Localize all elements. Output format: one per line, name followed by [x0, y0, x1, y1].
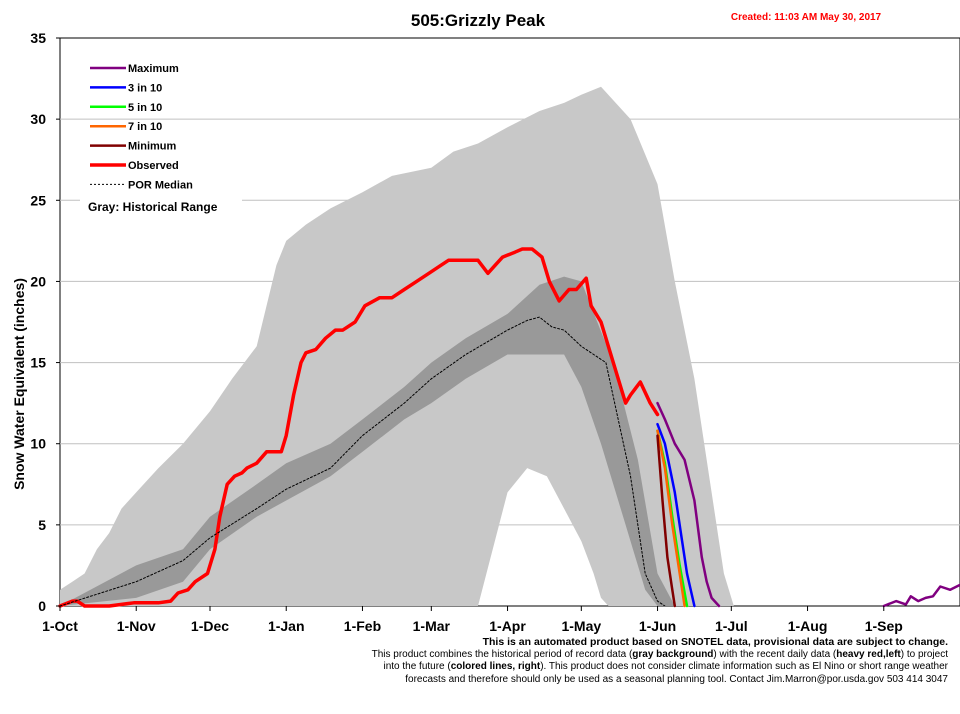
series-line-minimum [656, 434, 677, 608]
y-tick-label: 5 [38, 517, 46, 533]
axes: 0 5 10 15 20 25 30 35 1-Oct 1-Nov 1-Dec 1-Jan 1-Feb 1… [30, 30, 902, 634]
disclaimer-text: ) to project [900, 648, 948, 660]
x-tick-label: 1-Dec [191, 618, 229, 634]
series-line-observed [58, 247, 660, 608]
disclaimer-line-3: forecasts and therefore should only be u… [405, 673, 948, 685]
x-tick-label: 1-Jul [715, 618, 748, 634]
gray-note-box [80, 195, 242, 217]
disclaimer-emphasis: colored lines, right [450, 661, 541, 673]
plot-area [58, 37, 960, 608]
x-tick-label: 1-Jun [639, 618, 676, 634]
disclaimer-footer: This is an automated product based on SN… [288, 636, 948, 686]
x-tick-label: 1-Oct [42, 618, 78, 634]
series-line-3-in-10 [656, 422, 696, 608]
x-tick-label: 1-Sep [865, 618, 903, 634]
x-tick-label: 1-Feb [344, 618, 381, 634]
disclaimer-text: This product combines the historical per… [371, 648, 633, 660]
y-tick-label: 10 [30, 436, 46, 452]
y-tick-label: 30 [30, 111, 46, 127]
x-tick-label: 1-Mar [413, 618, 451, 634]
y-axis-label: Snow Water Equivalent (inches) [11, 278, 27, 490]
legend-label: POR Median [128, 179, 193, 191]
disclaimer-emphasis: heavy red,left [836, 648, 901, 660]
y-tick-label: 35 [30, 30, 46, 46]
interquartile-band [60, 276, 675, 606]
disclaimer-headline: This is an automated product based on SN… [482, 636, 948, 648]
legend: Maximum 3 in 10 5 in 10 7 in 10 Minimum Obser… [80, 63, 242, 217]
disclaimer-line-2: into the future (colored lines, right). … [288, 661, 948, 674]
x-tick-label: 1-Jan [268, 618, 305, 634]
legend-label: 5 in 10 [128, 102, 162, 114]
y-tick-label: 0 [38, 598, 46, 614]
series-line-maximum [656, 401, 721, 608]
legend-label: 3 in 10 [128, 82, 162, 94]
y-tick-label: 20 [30, 273, 46, 289]
legend-label: Observed [128, 160, 179, 172]
disclaimer-emphasis: gray background [632, 648, 714, 660]
x-tick-label: 1-Apr [489, 618, 526, 634]
x-tick-label: 1-Nov [117, 618, 156, 634]
y-tick-label: 15 [30, 355, 46, 371]
x-tick-label: 1-Aug [788, 618, 828, 634]
historical-range-band [60, 86, 734, 606]
historical-range-note: Gray: Historical Range [88, 200, 218, 214]
disclaimer-text: ). This product does not consider climat… [540, 661, 948, 673]
legend-label: Minimum [128, 141, 176, 153]
y-tick-label: 25 [30, 192, 46, 208]
chart-title: 505:Grizzly Peak [411, 11, 546, 30]
legend-label: Maximum [128, 63, 179, 75]
disclaimer-text: into the future ( [383, 661, 451, 673]
legend-label: 7 in 10 [128, 121, 162, 133]
created-timestamp: Created: 11:03 AM May 30, 2017 [731, 12, 882, 23]
disclaimer-line-1: This product combines the historical per… [288, 649, 948, 662]
series-line-7-in-10 [656, 429, 686, 608]
disclaimer-text: ) with the recent daily data ( [713, 648, 837, 660]
series-line-maximum-late-season [882, 583, 960, 608]
x-tick-label: 1-May [561, 618, 601, 634]
series-line-por-median [59, 316, 666, 607]
